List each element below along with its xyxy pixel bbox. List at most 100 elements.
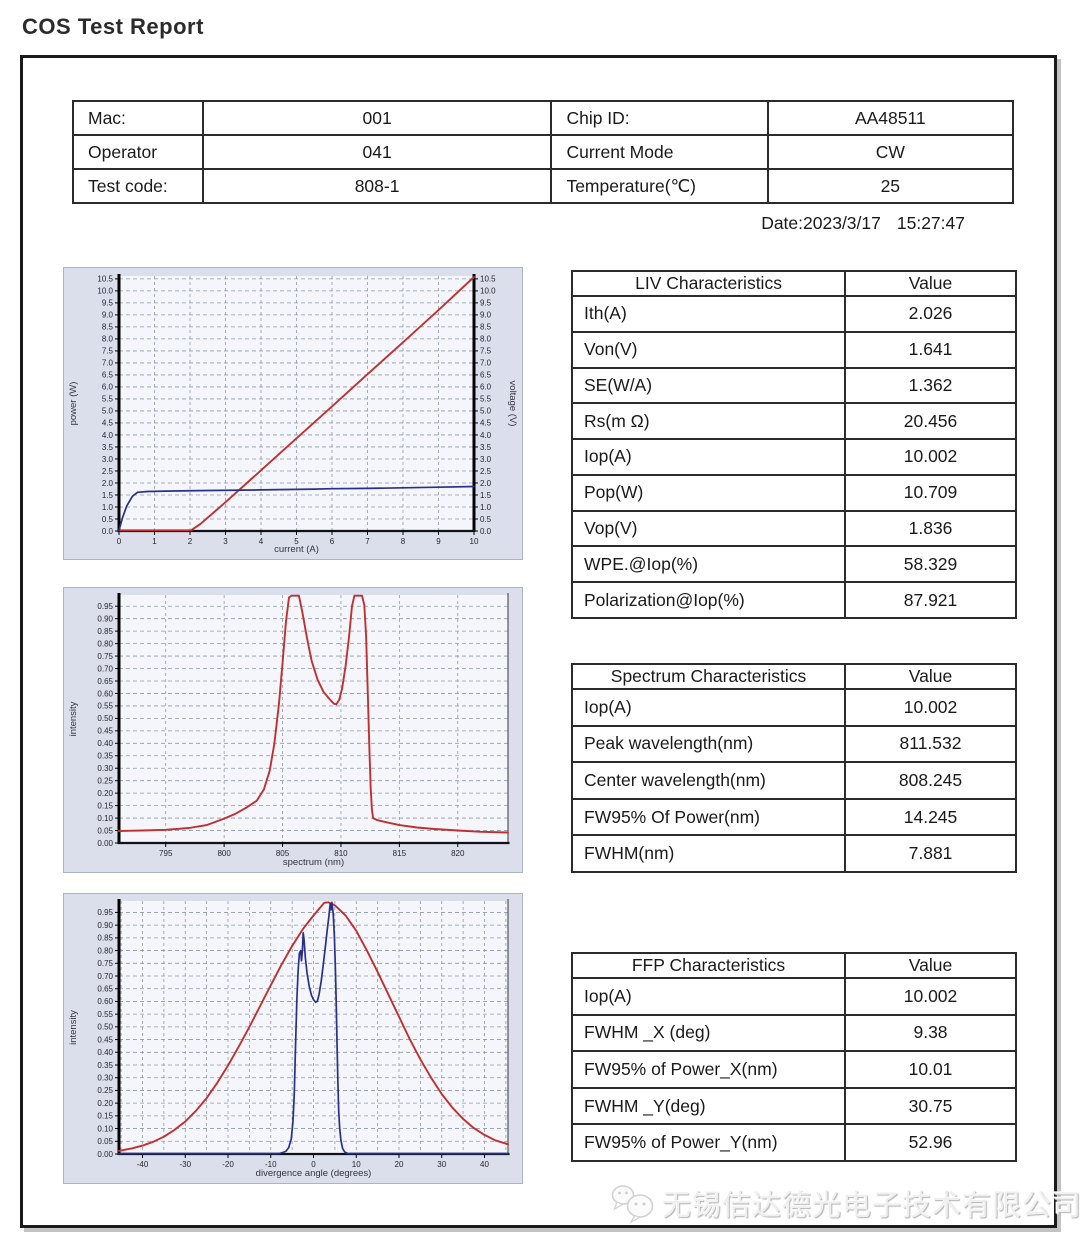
cell-value: 52.96 xyxy=(844,1123,1017,1162)
cell-value: 10.002 xyxy=(844,438,1017,476)
table-row: Iop(A) 10.002 xyxy=(570,438,1017,476)
svg-text:8.5: 8.5 xyxy=(102,323,114,332)
table-row: Von(V) 1.641 xyxy=(570,330,1017,369)
ffp-chart-panel: 0.00 0.05 0.10 0.15 0.20 0.25 0.30 0.35 0.40 0.45… xyxy=(63,893,523,1184)
spectrum-characteristics-table: Spectrum Characteristics Value Iop(A) 10.00… xyxy=(570,663,1017,873)
cell-label: WPE.@Iop(%) xyxy=(570,545,847,584)
table-row: FW95% Of Power(nm) 14.245 xyxy=(570,797,1017,837)
table-row: Iop(A) 10.002 xyxy=(570,688,1017,727)
table-header-row: LIV Characteristics Value xyxy=(570,270,1017,297)
header-info-table: Mac: 001 Chip ID: AA48511 Operator 041 Current… xyxy=(72,100,1015,204)
svg-text:0.60: 0.60 xyxy=(97,689,113,698)
svg-text:7.0: 7.0 xyxy=(480,359,492,368)
svg-text:0.40: 0.40 xyxy=(97,1048,113,1057)
svg-text:2: 2 xyxy=(188,537,193,546)
cell-value: AA48511 xyxy=(766,100,1015,136)
svg-text:power (W): power (W) xyxy=(68,382,79,426)
table-row: Test code: 808-1 Temperature(℃) 25 xyxy=(72,168,1015,204)
svg-text:0.35: 0.35 xyxy=(97,752,113,761)
svg-text:0.05: 0.05 xyxy=(97,826,113,835)
cell-value: 20.456 xyxy=(844,402,1017,441)
table-header-row: Spectrum Characteristics Value xyxy=(570,663,1017,690)
cell-value: 001 xyxy=(201,100,553,136)
svg-text:9: 9 xyxy=(436,537,441,546)
svg-text:0.70: 0.70 xyxy=(97,972,113,981)
svg-text:0.00: 0.00 xyxy=(97,1150,113,1159)
cell-label: Operator xyxy=(72,134,204,170)
liv-characteristics-table: LIV Characteristics Value Ith(A) 2.026 Von(V… xyxy=(570,270,1017,619)
cell-value: 10.002 xyxy=(844,977,1017,1016)
table-row: FWHM _Y(deg) 30.75 xyxy=(570,1086,1017,1126)
svg-text:0.30: 0.30 xyxy=(97,764,113,773)
cell-label: Peak wavelength(nm) xyxy=(570,724,847,764)
report-time: 15:27:47 xyxy=(896,213,965,233)
svg-text:divergence angle (degrees): divergence angle (degrees) xyxy=(256,1168,372,1179)
table-row: Vop(V) 1.836 xyxy=(570,509,1017,548)
cell-label: Iop(A) xyxy=(570,688,847,727)
svg-text:0.5: 0.5 xyxy=(102,515,114,524)
report-datetime: Date:2023/3/17 15:27:47 xyxy=(761,213,965,234)
svg-text:-30: -30 xyxy=(179,1160,191,1169)
svg-text:820: 820 xyxy=(451,849,465,858)
svg-text:10: 10 xyxy=(470,537,479,546)
liv-table: LIV Characteristics Value Ith(A) 2.026 Von(V… xyxy=(570,270,1017,619)
svg-text:4.5: 4.5 xyxy=(480,419,492,428)
column-header: Value xyxy=(844,663,1017,690)
svg-text:0.25: 0.25 xyxy=(97,776,113,785)
table-row: FWHM(nm) 7.881 xyxy=(570,834,1017,873)
svg-text:9.0: 9.0 xyxy=(102,311,114,320)
svg-text:2.5: 2.5 xyxy=(102,467,114,476)
svg-text:1: 1 xyxy=(152,537,157,546)
cell-label: Center wavelength(nm) xyxy=(570,761,847,800)
table-header-row: FFP Characteristics Value xyxy=(570,952,1017,979)
table-row: FW95% of Power_Y(nm) 52.96 xyxy=(570,1123,1017,1162)
liv-chart: 0.0 0.0 0.5 0.5 1.0 1.0 1.5 1.5 2.0 2.0 2.5 2.5 3.0 3… xyxy=(68,274,518,555)
svg-text:6.5: 6.5 xyxy=(480,371,492,380)
svg-text:0.45: 0.45 xyxy=(97,1035,113,1044)
svg-text:0.20: 0.20 xyxy=(97,789,113,798)
wechat-icon xyxy=(611,1185,654,1224)
svg-text:0.10: 0.10 xyxy=(97,1124,113,1133)
cell-value: 25 xyxy=(766,168,1015,204)
column-header: Value xyxy=(844,952,1017,979)
cell-label: Mac: xyxy=(72,100,204,136)
ffp-table: FFP Characteristics Value Iop(A) 10.002 FWHM… xyxy=(570,952,1017,1162)
svg-text:0.55: 0.55 xyxy=(97,702,113,711)
svg-text:0.65: 0.65 xyxy=(97,985,113,994)
svg-text:0.75: 0.75 xyxy=(97,652,113,661)
table-row: FWHM _X (deg) 9.38 xyxy=(570,1013,1017,1053)
svg-text:-40: -40 xyxy=(137,1160,149,1169)
svg-text:0.10: 0.10 xyxy=(97,814,113,823)
cell-label: Iop(A) xyxy=(570,977,847,1016)
cell-value: 14.245 xyxy=(844,797,1017,837)
svg-text:2.0: 2.0 xyxy=(480,479,492,488)
svg-text:5: 5 xyxy=(294,537,299,546)
svg-text:3: 3 xyxy=(223,537,228,546)
svg-text:7.5: 7.5 xyxy=(480,347,492,356)
svg-text:10.5: 10.5 xyxy=(480,275,496,284)
cell-label: FW95% of Power_X(nm) xyxy=(570,1050,847,1089)
table-row: Iop(A) 10.002 xyxy=(570,977,1017,1016)
svg-text:0.35: 0.35 xyxy=(97,1061,113,1070)
cell-value: 808-1 xyxy=(201,168,553,204)
cell-value: 9.38 xyxy=(844,1013,1017,1053)
svg-text:intensity: intensity xyxy=(68,1010,79,1045)
table-row: Rs(m Ω) 20.456 xyxy=(570,402,1017,441)
cell-value: 1.362 xyxy=(844,366,1017,405)
cell-value: 58.329 xyxy=(844,545,1017,584)
svg-text:20: 20 xyxy=(395,1160,404,1169)
cell-label: Von(V) xyxy=(570,330,847,369)
svg-text:5.0: 5.0 xyxy=(480,407,492,416)
column-header: LIV Characteristics xyxy=(570,270,847,297)
svg-text:0.20: 0.20 xyxy=(97,1099,113,1108)
header-table: Mac: 001 Chip ID: AA48511 Operator 041 Current… xyxy=(72,100,1015,204)
svg-text:6.0: 6.0 xyxy=(480,383,492,392)
svg-text:0: 0 xyxy=(311,1160,316,1169)
svg-text:9.5: 9.5 xyxy=(102,299,114,308)
cell-label: Ith(A) xyxy=(570,295,847,333)
column-header: FFP Characteristics xyxy=(570,952,847,979)
svg-text:8.0: 8.0 xyxy=(102,335,114,344)
table-row: Peak wavelength(nm) 811.532 xyxy=(570,724,1017,764)
column-header: Spectrum Characteristics xyxy=(570,663,847,690)
